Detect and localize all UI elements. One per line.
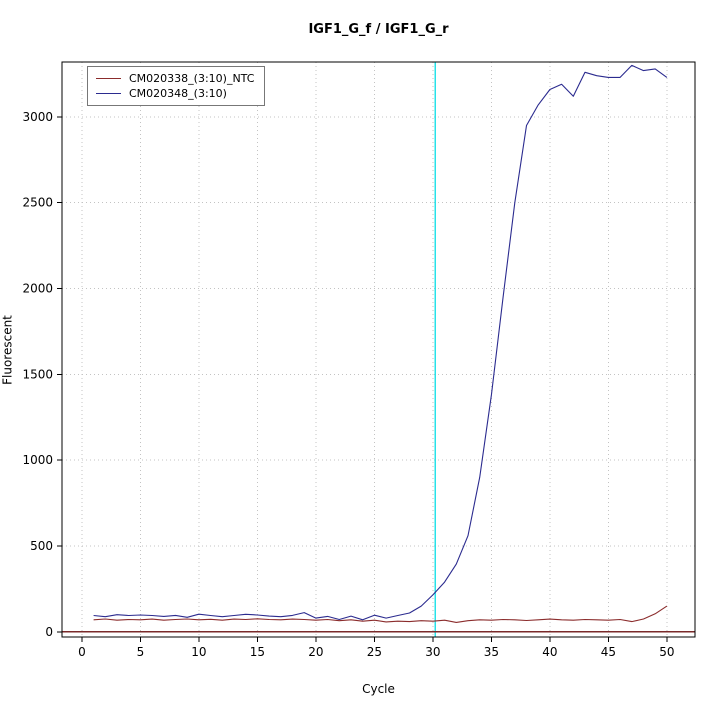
legend: CM020338_(3:10)_NTC CM020348_(3:10): [87, 66, 266, 106]
series-line-1: [93, 64, 668, 621]
legend-item-ntc: CM020338_(3:10)_NTC: [96, 71, 254, 86]
x-tick-label: 0: [78, 645, 86, 659]
x-tick-label: 45: [601, 645, 616, 659]
y-tick-label: 2000: [22, 282, 53, 296]
legend-line-sample-sample: [96, 93, 121, 94]
y-tick-label: 3000: [22, 110, 53, 124]
y-axis-label: Fluorescent: [0, 315, 15, 385]
x-tick-label: 20: [308, 645, 323, 659]
plot-box: [61, 61, 696, 638]
chart-title: IGF1_G_f / IGF1_G_r: [308, 22, 449, 37]
x-tick-label: 50: [659, 645, 674, 659]
x-tick-label: 40: [542, 645, 557, 659]
legend-line-sample-ntc: [96, 78, 121, 79]
x-tick-label: 10: [191, 645, 206, 659]
x-axis-label: Cycle: [362, 682, 395, 696]
y-tick-label: 1000: [22, 453, 53, 467]
legend-label-ntc: CM020338_(3:10)_NTC: [129, 72, 255, 85]
legend-item-sample: CM020348_(3:10): [96, 86, 254, 101]
x-tick-label: 15: [250, 645, 265, 659]
y-tick-label: 0: [45, 625, 53, 639]
y-tick-label: 500: [30, 539, 53, 553]
x-tick-label: 25: [367, 645, 382, 659]
x-tick-label: 30: [425, 645, 440, 659]
series-line-0: [93, 605, 668, 623]
legend-label-sample: CM020348_(3:10): [129, 87, 227, 100]
y-tick-label: 1500: [22, 367, 53, 381]
y-tick-label: 2500: [22, 196, 53, 210]
x-tick-label: 35: [484, 645, 499, 659]
x-tick-label: 5: [137, 645, 145, 659]
